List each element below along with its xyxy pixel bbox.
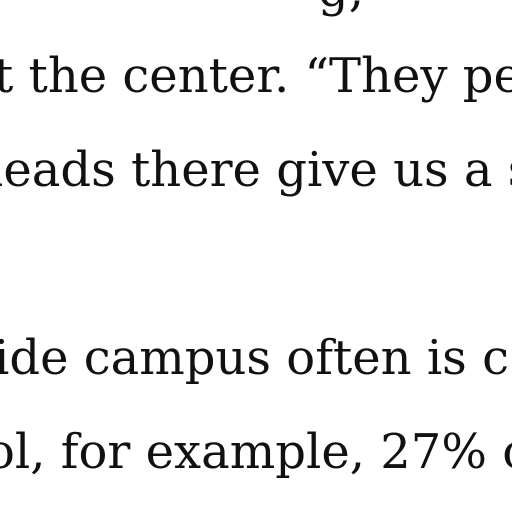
text-line: ol, for example, 27% o [0, 424, 512, 480]
text-line: leads there give us a s [0, 142, 512, 198]
text-line: ide campus often is c [0, 330, 509, 386]
text-line: t the center. “They pe [0, 48, 512, 104]
text-line-partial: g, [318, 0, 364, 14]
